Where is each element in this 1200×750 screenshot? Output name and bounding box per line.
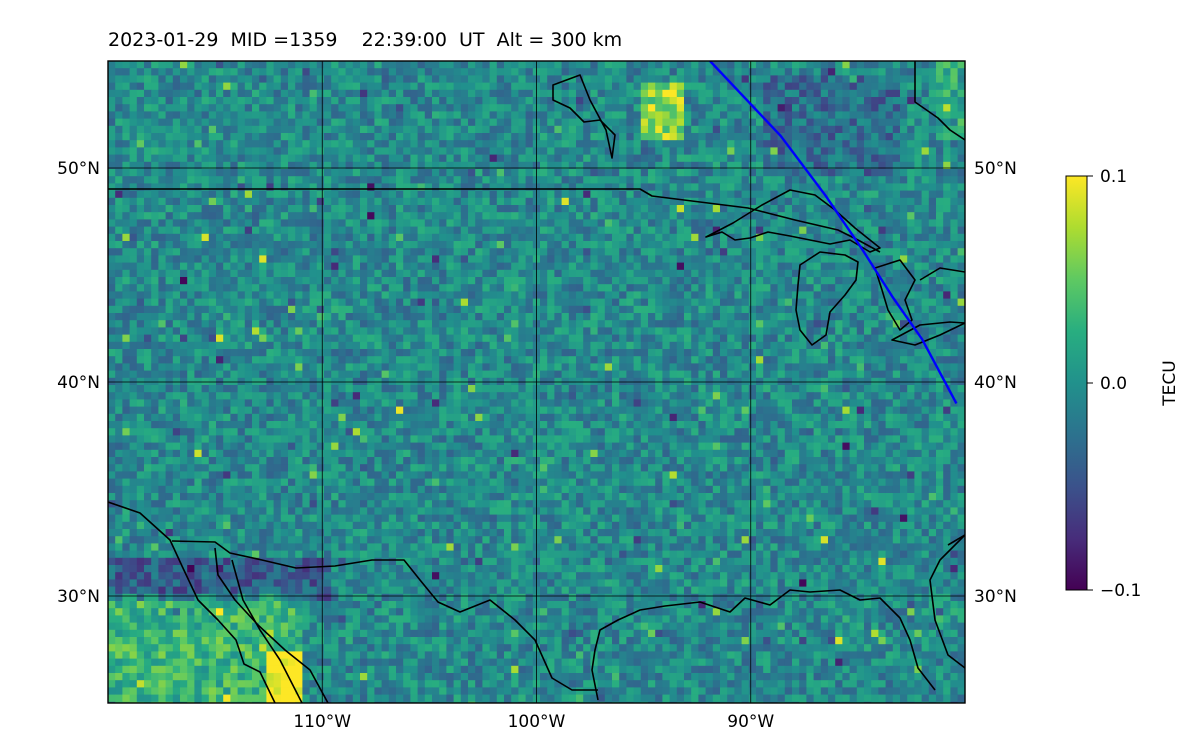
colorbar-ticks: 0.1 0.0 −0.1	[1087, 167, 1141, 601]
lon-tick-label: 110°W	[293, 712, 351, 732]
us-mexico-border	[171, 540, 598, 691]
gulf-of-california-east	[231, 559, 303, 703]
colorbar	[1065, 175, 1088, 591]
lat-tick-label-right: 30°N	[974, 587, 1017, 607]
colorbar-tick-label: 0.1	[1100, 167, 1127, 187]
lake-michigan	[795, 251, 859, 346]
gulf-coast	[591, 589, 936, 701]
map-title: 2023-01-29 MID =1359 22:39:00 UT Alt = 3…	[108, 29, 623, 51]
lat-tick-label-right: 50°N	[974, 159, 1017, 179]
colorbar-label: TECU	[1160, 360, 1180, 406]
axis-tick-labels: 110°W 100°W 90°W 50°N 50°N 40°N 40°N 30°N 30°N	[57, 159, 1017, 732]
florida-coast	[947, 534, 965, 546]
lake-huron	[874, 259, 916, 331]
graticule	[108, 61, 965, 703]
lon-tick-label: 100°W	[508, 712, 566, 732]
colorbar-tick-label: −0.1	[1100, 581, 1141, 601]
baja-california-coast	[108, 501, 276, 703]
hudson-bay-coast	[552, 74, 616, 159]
lat-tick-label-left: 30°N	[57, 587, 100, 607]
atlantic-coast	[929, 534, 965, 669]
lake-erie	[891, 321, 965, 346]
lat-tick-label-left: 40°N	[57, 373, 100, 393]
colorbar-tick-label: 0.0	[1100, 374, 1127, 394]
lon-tick-label: 90°W	[727, 712, 774, 732]
lake-ontario	[919, 267, 965, 281]
tec-heatmap	[108, 61, 965, 703]
lat-tick-label-left: 50°N	[57, 159, 100, 179]
hudson-bay-east-coast	[914, 61, 965, 141]
map-frame	[107, 60, 966, 704]
lat-tick-label-right: 40°N	[974, 373, 1017, 393]
satellite-track	[709, 61, 958, 404]
